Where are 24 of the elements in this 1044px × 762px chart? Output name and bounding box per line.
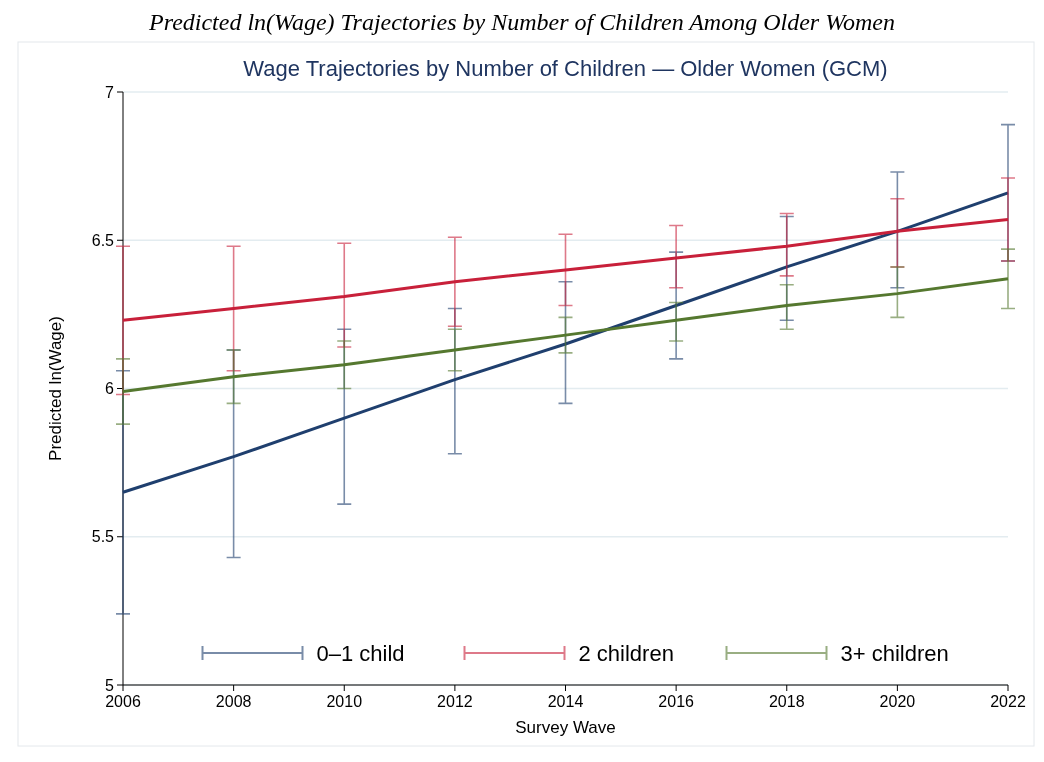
y-tick-label: 5: [105, 676, 115, 694]
legend-label: 3+ children: [840, 640, 949, 666]
y-tick-label: 6: [105, 380, 115, 398]
x-tick-label: 2014: [547, 693, 584, 710]
chart-subtitle: Wage Trajectories by Number of Children — Older Women (GCM): [243, 56, 888, 81]
y-tick-label: 7: [105, 83, 115, 101]
legend-label: 2 children: [578, 640, 674, 666]
y-tick-label: 6.5: [91, 231, 115, 249]
x-tick-label: 2008: [215, 693, 252, 710]
legend-label: 0–1 child: [316, 640, 405, 666]
y-tick-label: 5.5: [91, 528, 115, 546]
x-tick-label: 2016: [658, 693, 695, 710]
x-tick-label: 2006: [105, 693, 141, 710]
x-axis-title: Survey Wave: [515, 718, 616, 737]
line-series: [121, 277, 1010, 393]
x-tick-label: 2010: [326, 693, 363, 710]
x-tick-label: 2020: [879, 693, 916, 710]
y-axis-title: Predicted ln(Wage): [46, 316, 65, 461]
line-series: [121, 191, 1010, 494]
x-tick-label: 2012: [437, 693, 473, 710]
line-series: [121, 218, 1010, 322]
x-tick-label: 2022: [990, 693, 1026, 710]
chart-title: Predicted ln(Wage) Trajectories by Number of Children Among Older Women: [148, 9, 895, 35]
x-tick-label: 2018: [768, 693, 805, 710]
